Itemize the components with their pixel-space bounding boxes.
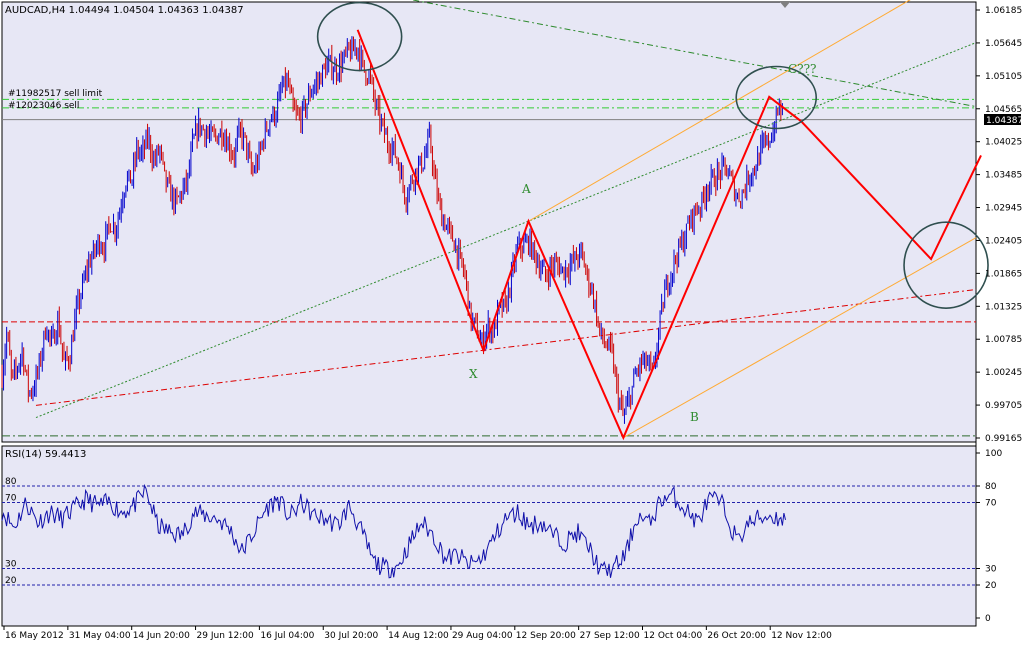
rsi-tick-label: 30: [985, 565, 997, 575]
price-tick-label: 1.02945: [985, 204, 1022, 214]
price-tick-label: 1.05645: [985, 39, 1022, 49]
rsi-level-label-80: 80: [5, 477, 17, 487]
rsi-series: 80 70 30 20: [1, 477, 976, 586]
rsi-line: [1, 483, 786, 579]
rsi-tick-label: 100: [985, 449, 1002, 459]
candles: [1, 36, 783, 424]
channel-lower-line: [623, 237, 977, 439]
price-tick-label: 1.01325: [985, 302, 1022, 312]
price-tick-label: 1.02405: [985, 236, 1022, 246]
price-tick-label: 1.00245: [985, 368, 1022, 378]
channel-upper-line: [528, 0, 911, 222]
price-tick-label: 0.99165: [985, 434, 1022, 444]
time-tick-label: 30 Jul 20:00: [324, 631, 378, 641]
rsi-level-label-30: 30: [5, 560, 17, 570]
rsi-tick-label: 0: [985, 614, 991, 624]
rsi-level-label-20: 20: [5, 576, 17, 586]
time-tick-label: 31 May 04:00: [69, 631, 131, 641]
price-tick-label: 1.06185: [985, 6, 1022, 16]
red-trend-line: [35, 289, 977, 406]
price-tick-label: 1.03485: [985, 171, 1022, 181]
current-price-label: 1.04387: [986, 116, 1023, 126]
time-tick-label: 29 Jun 12:00: [197, 631, 254, 641]
rsi-tick-label: 80: [985, 482, 997, 492]
point-label-a: A: [521, 182, 531, 196]
time-tick-label: 16 May 2012: [5, 631, 64, 641]
price-tick-label: 1.05105: [985, 72, 1022, 82]
main-panel: [1, 1, 977, 443]
drawn-objects: [35, 0, 989, 441]
time-tick-label: 12 Nov 12:00: [771, 631, 832, 641]
price-tick-label: 0.99705: [985, 401, 1022, 411]
price-tick-label: 1.01865: [985, 269, 1022, 279]
circle-target: [903, 221, 989, 309]
time-tick-label: 26 Oct 20:00: [707, 631, 766, 641]
time-tick-label: 12 Sep 20:00: [516, 631, 576, 641]
uptrend-line: [35, 42, 977, 419]
price-tick-label: 1.04565: [985, 105, 1022, 115]
current-price-tag: [984, 114, 1021, 125]
point-label-c: C???: [788, 62, 816, 76]
time-tick-label: 27 Sep 12:00: [580, 631, 640, 641]
order-label-1: #11982517 sell limit: [8, 89, 103, 99]
chart-shift-marker[interactable]: [780, 2, 790, 8]
symbol-header: AUDCAD,H4 1.04494 1.04504 1.04363 1.0438…: [5, 5, 244, 16]
time-tick-label: 14 Aug 12:00: [388, 631, 449, 641]
circle-high: [316, 1, 403, 72]
rsi-tick-label: 20: [985, 581, 997, 591]
harmonic-zigzag: [356, 29, 982, 441]
rsi-tick-label: 70: [985, 499, 997, 509]
time-tick-label: 16 Jul 04:00: [260, 631, 314, 641]
rsi-header: RSI(14) 59.4413: [5, 449, 86, 460]
time-tick-label: 29 Aug 04:00: [452, 631, 513, 641]
point-label-b: B: [690, 410, 699, 424]
point-label-x: X: [469, 367, 478, 381]
time-tick-label: 12 Oct 04:00: [644, 631, 703, 641]
price-tick-label: 1.00785: [985, 335, 1022, 345]
price-tick-label: 1.04025: [985, 138, 1022, 148]
order-label-2: #12023046 sell: [8, 101, 79, 111]
rsi-panel: [1, 445, 977, 627]
rsi-level-label-70: 70: [5, 494, 17, 504]
time-tick-label: 14 Jun 20:00: [133, 631, 190, 641]
circle-c-point: [735, 65, 818, 130]
